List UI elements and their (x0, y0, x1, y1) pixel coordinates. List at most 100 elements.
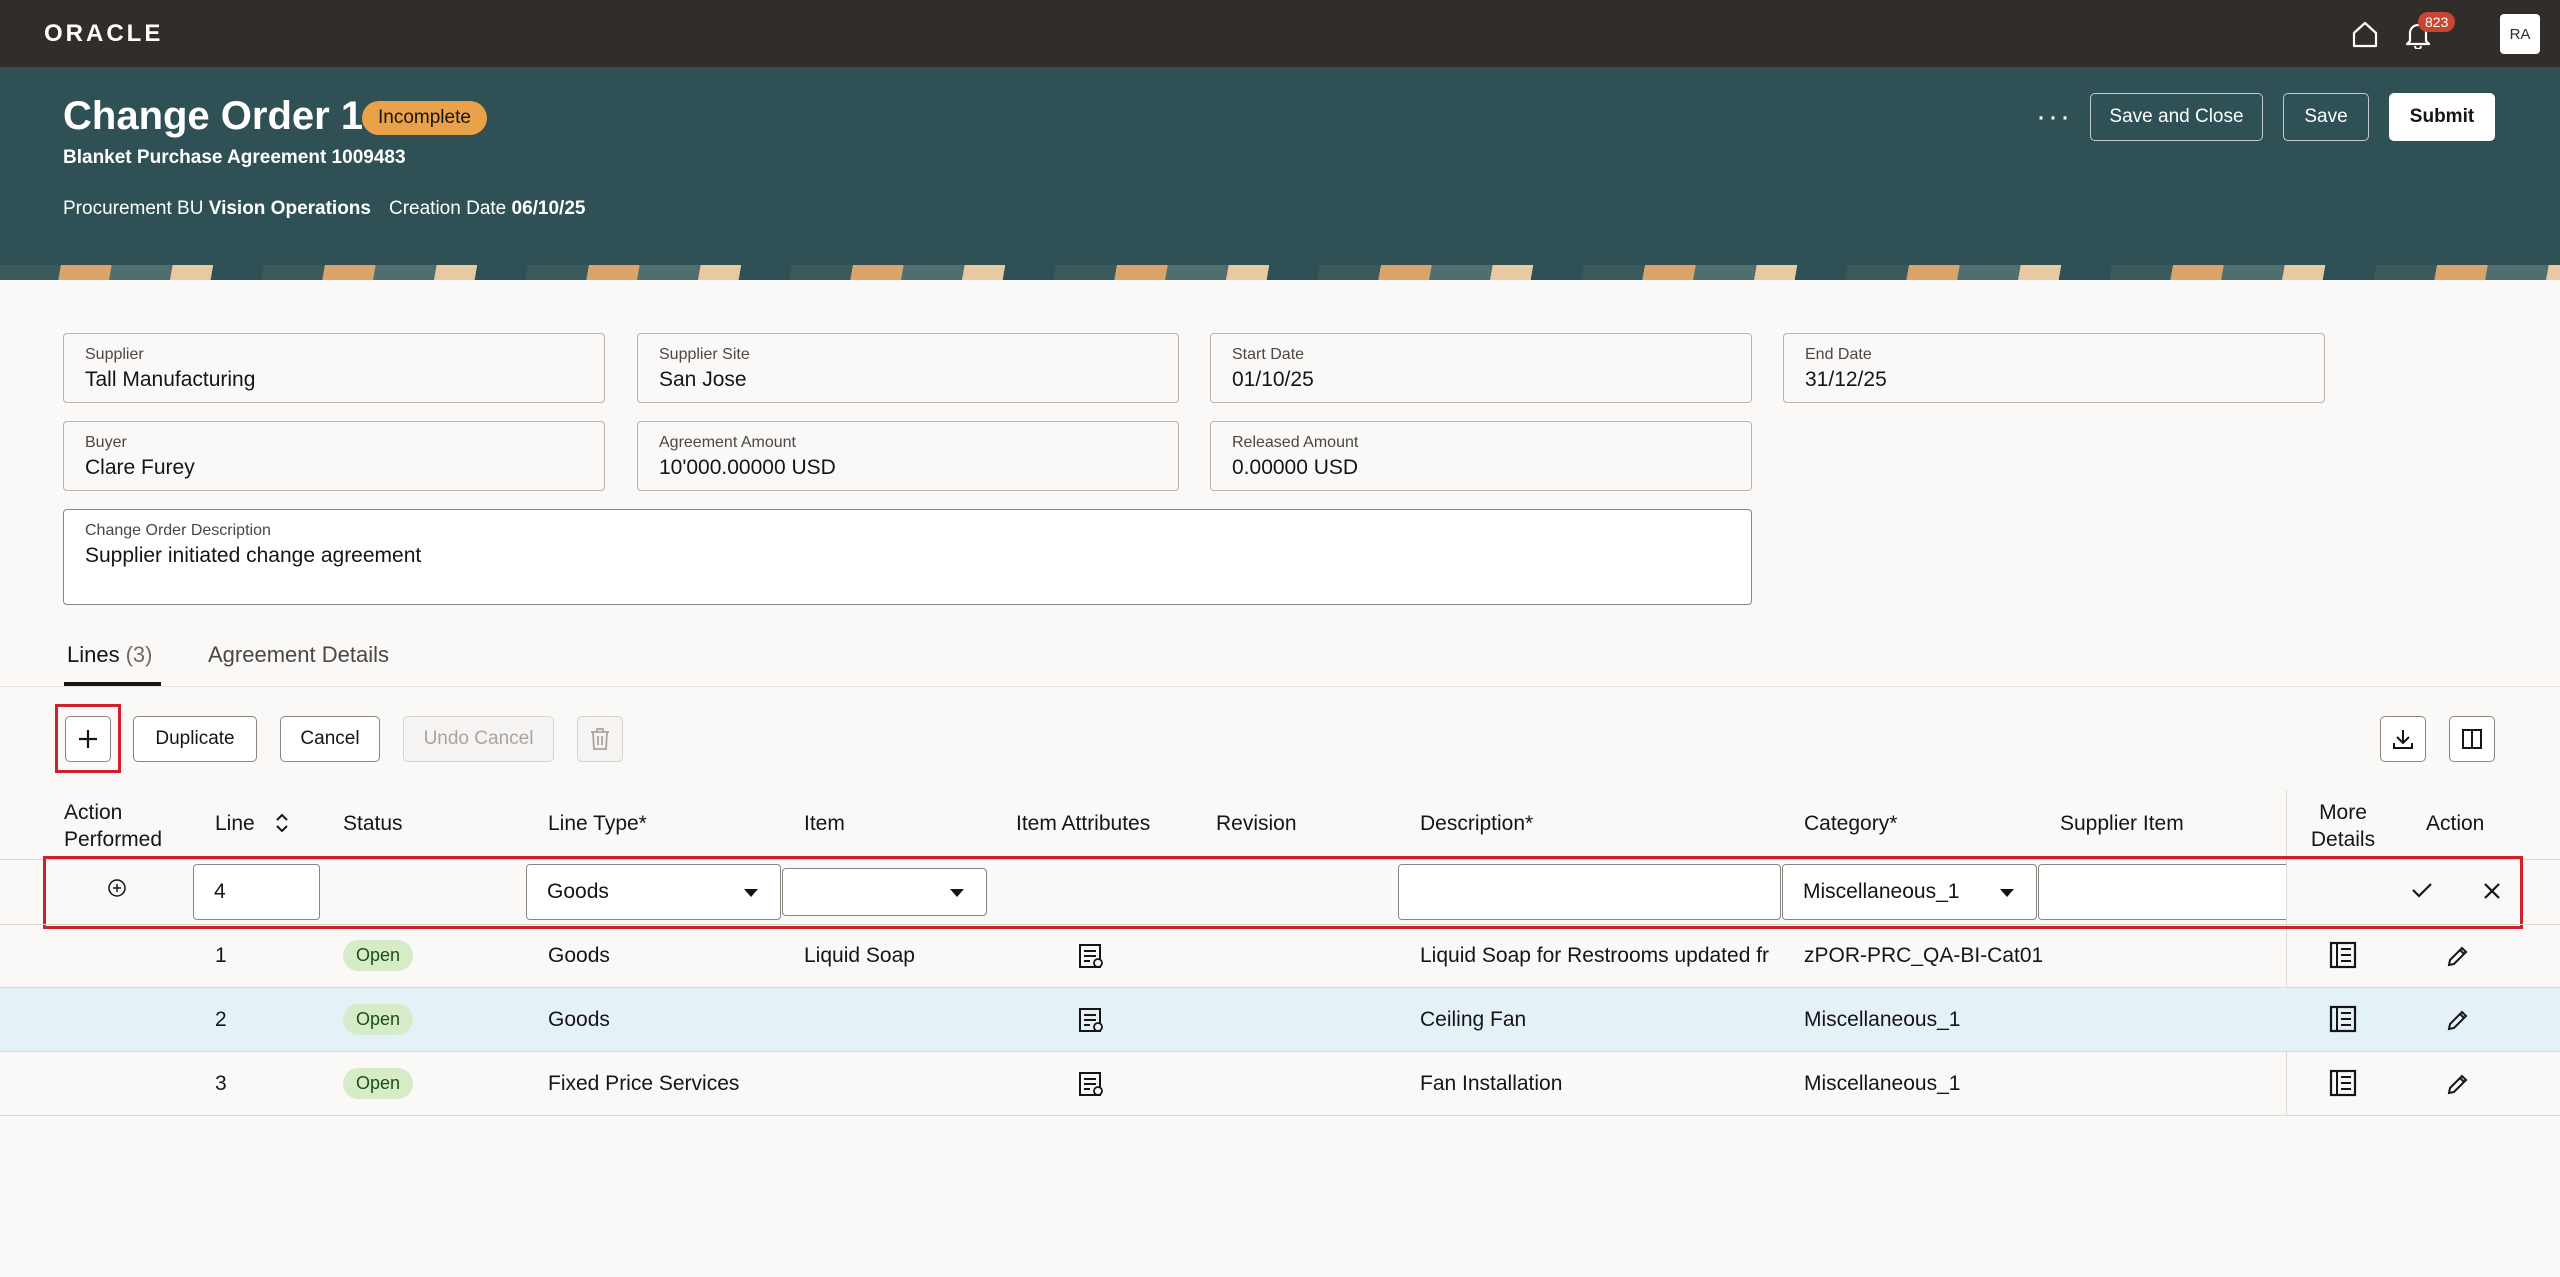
row-divider (0, 1115, 2560, 1116)
supplier-site-field[interactable]: Supplier Site San Jose (637, 333, 1179, 403)
pencil-icon (2447, 1010, 2468, 1031)
cancel-button[interactable]: Cancel (280, 716, 380, 762)
close-icon (2484, 883, 2500, 899)
global-header: ORACLE 823 RA (0, 0, 2560, 67)
item-attributes-icon[interactable] (1076, 1005, 1106, 1035)
row-line-number: 2 (215, 1008, 227, 1031)
user-avatar[interactable]: RA (2500, 14, 2540, 54)
chevron-down-icon (744, 889, 758, 897)
new-description-input[interactable] (1398, 864, 1781, 920)
plus-icon (79, 730, 97, 748)
discard-row-button[interactable] (2479, 878, 2505, 904)
columns-button[interactable] (2449, 716, 2495, 762)
start-date-value: 01/10/25 (1232, 368, 1314, 391)
sort-icon[interactable] (275, 813, 289, 833)
creation-date-value: 06/10/25 (511, 198, 586, 219)
delete-button[interactable] (577, 716, 623, 762)
new-item-select[interactable] (782, 868, 987, 916)
more-details-icon[interactable] (2328, 940, 2358, 970)
buyer-label: Buyer (85, 434, 127, 451)
pencil-icon (2447, 946, 2468, 967)
col-more-details-line1: More (2319, 801, 2367, 824)
edit-row-button[interactable] (2444, 942, 2472, 970)
col-category: Category* (1804, 812, 1898, 835)
more-details-icon[interactable] (2328, 1068, 2358, 1098)
frozen-column-divider (2286, 790, 2287, 1115)
col-item: Item (804, 812, 845, 835)
col-action: Action (2426, 812, 2485, 835)
item-attributes-icon[interactable] (1076, 1069, 1106, 1099)
change-order-description-field[interactable]: Change Order Description Supplier initia… (63, 509, 1752, 605)
tab-lines[interactable]: Lines (3) (67, 642, 152, 668)
tab-lines-label: Lines (67, 642, 120, 667)
row-line-type: Goods (548, 1008, 610, 1031)
buyer-field[interactable]: Buyer Clare Furey (63, 421, 605, 491)
tab-lines-count: (3) (125, 642, 153, 667)
supplier-label: Supplier (85, 346, 144, 363)
creation-date: Creation Date 06/10/25 (389, 198, 585, 220)
more-details-icon[interactable] (2328, 1004, 2358, 1034)
duplicate-button[interactable]: Duplicate (133, 716, 257, 762)
chevron-down-icon (950, 889, 964, 897)
col-line-type: Line Type* (548, 812, 647, 835)
save-and-close-button[interactable]: Save and Close (2090, 93, 2263, 141)
edit-row-button[interactable] (2444, 1070, 2472, 1098)
col-action-performed: Action Performed (64, 799, 162, 853)
item-attributes-icon[interactable] (1076, 941, 1106, 971)
row-status-badge: Open (343, 1004, 414, 1035)
row-description: Ceiling Fan (1420, 1008, 1527, 1031)
end-date-field[interactable]: End Date 31/12/25 (1783, 333, 2325, 403)
agreement-amount-value: 10'000.00000 USD (659, 456, 836, 479)
row-description: Fan Installation (1420, 1072, 1563, 1095)
new-category-value: Miscellaneous_1 (1803, 880, 1960, 903)
row-category: zPOR-PRC_QA-BI-Cat01 (1804, 944, 2044, 967)
supplier-site-label: Supplier Site (659, 346, 750, 363)
row-line-number: 3 (215, 1072, 227, 1095)
tab-agreement-details[interactable]: Agreement Details (208, 642, 389, 667)
description-value: Supplier initiated change agreement (85, 544, 422, 567)
export-button[interactable] (2380, 716, 2426, 762)
row-line-type: Fixed Price Services (548, 1072, 740, 1095)
more-actions-button[interactable]: ··· (2036, 100, 2072, 133)
supplier-site-value: San Jose (659, 368, 747, 391)
agreement-amount-field[interactable]: Agreement Amount 10'000.00000 USD (637, 421, 1179, 491)
col-action-performed-line2: Performed (64, 828, 163, 851)
row-divider (0, 987, 2560, 988)
table-row-selected[interactable] (0, 988, 2560, 1051)
home-icon[interactable] (2345, 14, 2385, 54)
row-line-type: Goods (548, 944, 610, 967)
save-button[interactable]: Save (2283, 93, 2369, 141)
add-line-button[interactable] (65, 716, 111, 762)
submit-button[interactable]: Submit (2389, 93, 2495, 141)
buyer-value: Clare Furey (85, 456, 195, 479)
new-supplier-item-input[interactable] (2038, 864, 2286, 920)
end-date-value: 31/12/25 (1805, 368, 1887, 391)
confirm-row-button[interactable] (2408, 876, 2436, 904)
row-status-badge: Open (343, 940, 414, 971)
edit-row-button[interactable] (2444, 1006, 2472, 1034)
table-header-divider (0, 859, 2560, 860)
released-amount-value: 0.00000 USD (1232, 456, 1359, 479)
procurement-bu-label: Procurement BU (63, 198, 204, 219)
start-date-field[interactable]: Start Date 01/10/25 (1210, 333, 1752, 403)
new-category-select[interactable]: Miscellaneous_1 (1782, 864, 2037, 920)
col-more-details: More Details (2308, 799, 2378, 853)
new-line-number-input[interactable]: 4 (193, 864, 320, 920)
row-category: Miscellaneous_1 (1804, 1008, 1961, 1031)
undo-cancel-button[interactable]: Undo Cancel (403, 716, 554, 762)
col-item-attributes: Item Attributes (1016, 812, 1151, 835)
page-subtitle: Blanket Purchase Agreement 1009483 (63, 147, 406, 168)
procurement-bu: Procurement BU Vision Operations (63, 198, 371, 220)
check-icon (2412, 883, 2432, 898)
supplier-field[interactable]: Supplier Tall Manufacturing (63, 333, 605, 403)
agreement-amount-label: Agreement Amount (659, 434, 796, 451)
row-description: Liquid Soap for Restrooms updated fr (1420, 944, 1770, 967)
page-header (0, 67, 2560, 265)
new-line-type-select[interactable]: Goods (526, 864, 781, 920)
col-description: Description* (1420, 812, 1534, 835)
col-supplier-item: Supplier Item (2060, 812, 2184, 835)
row-line-number: 1 (215, 944, 227, 967)
col-line[interactable]: Line (215, 812, 289, 836)
col-status: Status (343, 812, 403, 835)
released-amount-field[interactable]: Released Amount 0.00000 USD (1210, 421, 1752, 491)
